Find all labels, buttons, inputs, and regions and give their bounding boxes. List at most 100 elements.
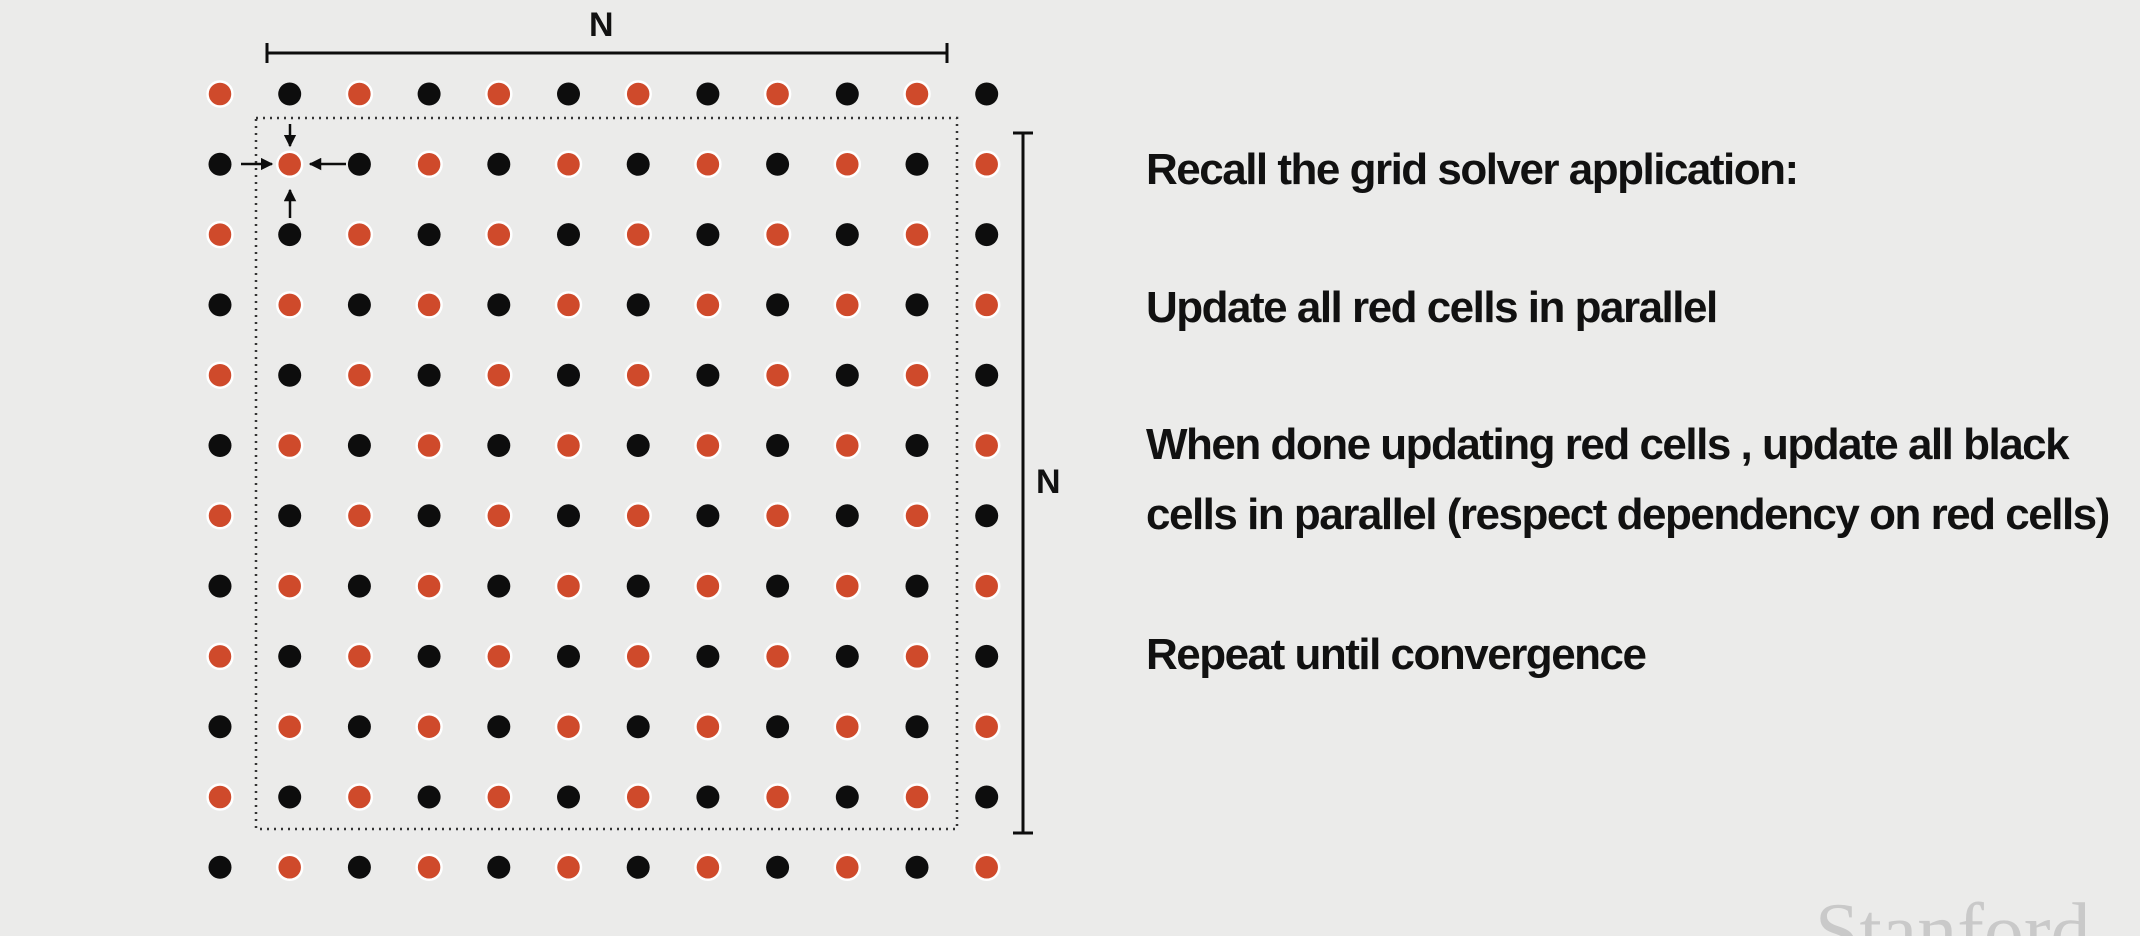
black-cell-dot <box>626 855 650 879</box>
red-cell-dot <box>206 220 234 249</box>
red-cell-dot <box>345 361 374 389</box>
black-cell-dot <box>557 82 580 106</box>
red-cell-dot <box>415 291 443 319</box>
red-cell-dot <box>972 431 1001 460</box>
black-cell-dot <box>975 785 999 809</box>
red-cell-dot <box>694 853 722 882</box>
black-cell-dot <box>417 82 441 106</box>
red-cell-dot <box>275 291 304 319</box>
black-cell-dot <box>905 434 929 457</box>
black-cell-dot <box>557 785 580 809</box>
dimension-label-top: N <box>589 6 614 44</box>
red-cell-dot <box>554 291 583 319</box>
red-cell-dot <box>206 642 234 671</box>
red-cell-dot <box>833 431 862 460</box>
black-cell-dot <box>417 363 441 387</box>
black-cell-dot <box>278 504 302 528</box>
black-cell-dot <box>766 434 790 457</box>
black-cell-dot <box>278 82 302 106</box>
right-dimension-bar <box>1013 131 1033 835</box>
red-cell-dot <box>554 431 583 460</box>
black-cell-dot <box>696 785 720 809</box>
red-cell-dot <box>345 80 374 108</box>
text-update-black-cells-line1: When done updating red cells , update al… <box>1146 420 2070 469</box>
black-cell-dot <box>347 434 371 457</box>
red-cell-dot <box>903 502 931 530</box>
black-cell-dot <box>835 223 859 247</box>
dimension-label-right: N <box>1036 463 1061 501</box>
interior-boundary <box>254 116 959 831</box>
red-cell-dot <box>972 712 1001 741</box>
black-cell-dot <box>766 574 790 598</box>
black-cell-dot <box>417 223 441 247</box>
text-repeat-until-convergence: Repeat until convergence <box>1146 630 1647 679</box>
red-cell-dot <box>415 572 443 600</box>
black-cell-dot <box>347 715 371 739</box>
red-cell-dot <box>903 642 931 671</box>
black-cell-dot <box>487 574 511 598</box>
black-cell-dot <box>208 434 232 457</box>
black-cell-dot <box>975 504 999 528</box>
red-cell-dot <box>345 220 374 249</box>
grid-dots <box>206 80 1001 882</box>
black-cell-dot <box>905 715 929 739</box>
black-cell-dot <box>278 785 302 809</box>
black-cell-dot <box>835 785 859 809</box>
black-cell-dot <box>417 504 441 528</box>
red-cell-dot <box>206 502 234 530</box>
red-cell-dot <box>763 80 792 108</box>
black-cell-dot <box>417 785 441 809</box>
red-cell-dot <box>833 291 862 319</box>
red-cell-dot <box>624 783 652 811</box>
black-cell-dot <box>905 574 929 598</box>
black-cell-dot <box>557 504 580 528</box>
black-cell-dot <box>766 715 790 739</box>
red-cell-dot <box>415 853 443 882</box>
black-cell-dot <box>557 223 580 247</box>
red-cell-dot <box>972 572 1001 600</box>
red-cell-dot <box>624 80 652 108</box>
black-cell-dot <box>835 644 859 668</box>
black-cell-dot <box>975 363 999 387</box>
black-cell-dot <box>278 363 302 387</box>
red-cell-dot <box>345 783 374 811</box>
red-cell-dot <box>485 80 513 108</box>
red-cell-dot <box>485 502 513 530</box>
black-cell-dot <box>347 855 371 879</box>
red-cell-dot <box>903 361 931 389</box>
red-cell-dot <box>833 853 862 882</box>
black-cell-dot <box>696 504 720 528</box>
black-cell-dot <box>835 363 859 387</box>
red-cell-dot <box>345 502 374 530</box>
red-cell-dot <box>763 220 792 249</box>
black-cell-dot <box>626 715 650 739</box>
text-recall-grid-solver: Recall the grid solver application: <box>1146 145 1799 194</box>
black-cell-dot <box>905 855 929 879</box>
red-cell-dot <box>624 220 652 249</box>
black-cell-dot <box>347 574 371 598</box>
black-cell-dot <box>417 644 441 668</box>
red-cell-dot <box>206 80 234 108</box>
red-cell-dot <box>694 572 722 600</box>
red-cell-dot <box>903 783 931 811</box>
red-cell-dot <box>624 361 652 389</box>
red-cell-dot <box>275 572 304 600</box>
black-cell-dot <box>208 855 232 879</box>
red-cell-dot <box>694 712 722 741</box>
red-cell-dot <box>275 712 304 741</box>
black-cell-dot <box>696 223 720 247</box>
red-cell-dot <box>763 642 792 671</box>
black-cell-dot <box>905 293 929 317</box>
black-cell-dot <box>278 223 302 247</box>
black-cell-dot <box>696 644 720 668</box>
red-cell-dot <box>206 783 234 811</box>
black-cell-dot <box>487 855 511 879</box>
red-cell-dot <box>972 150 1001 179</box>
red-cell-dot <box>972 853 1001 882</box>
black-cell-dot <box>557 644 580 668</box>
text-update-black-cells-line2: cells in parallel (respect dependency on… <box>1146 490 2110 539</box>
black-cell-dot <box>835 504 859 528</box>
red-cell-dot <box>763 361 792 389</box>
black-cell-dot <box>487 152 511 176</box>
